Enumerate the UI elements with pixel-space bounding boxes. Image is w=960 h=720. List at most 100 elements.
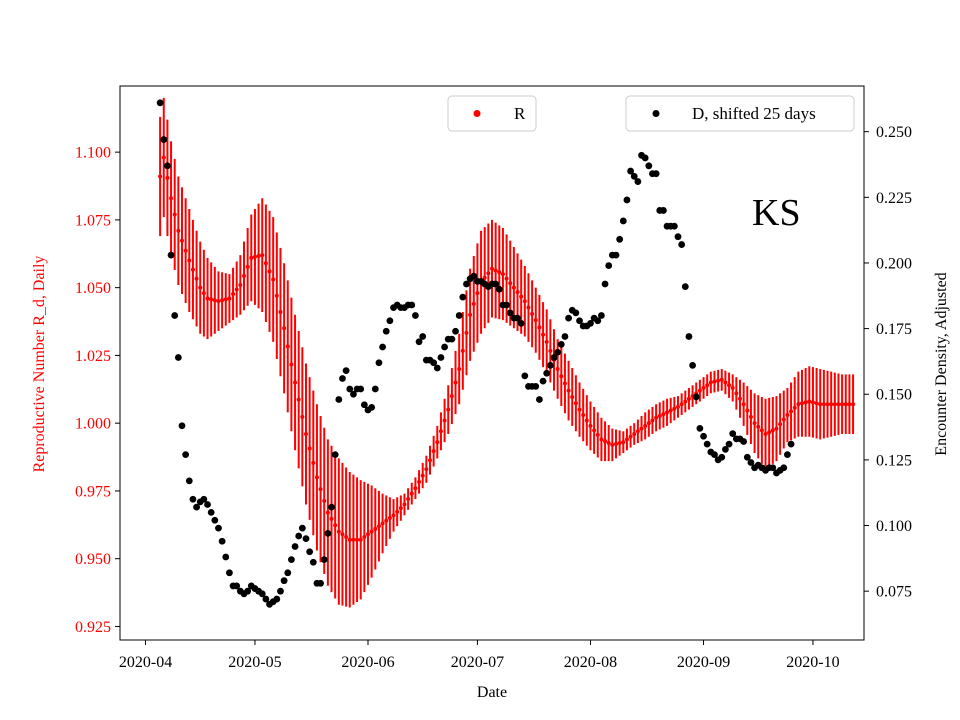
y-right-tick-label: 0.250 — [876, 124, 912, 141]
x-axis: 2020-04 2020-05 2020-06 2020-07 2020-08 2020-… — [119, 640, 840, 671]
r-point — [333, 523, 338, 528]
d-point — [769, 464, 777, 472]
d-point — [295, 532, 303, 540]
r-point — [169, 196, 174, 201]
y-axis-right: 0.075 0.100 0.125 0.150 0.175 0.200 0.225 0.250 — [864, 124, 912, 601]
d-point — [200, 495, 208, 503]
r-point — [190, 267, 195, 272]
r-point — [555, 366, 560, 371]
d-point — [674, 233, 682, 241]
d-point — [514, 314, 521, 322]
r-point — [366, 532, 370, 537]
r-point — [519, 294, 524, 299]
d-point — [164, 162, 171, 170]
d-point — [262, 595, 270, 603]
state-label: KS — [752, 192, 801, 234]
legend-r-marker — [473, 110, 481, 117]
d-point — [415, 338, 423, 346]
r-point — [493, 268, 498, 273]
r-point — [716, 378, 721, 383]
d-point — [288, 556, 295, 564]
r-point — [289, 362, 294, 367]
legend-r-box — [447, 95, 537, 132]
d-point — [598, 312, 605, 319]
d-point — [258, 590, 266, 598]
r-point — [387, 516, 392, 521]
r-point — [380, 521, 385, 526]
plot-frame — [119, 85, 865, 641]
d-point — [729, 430, 737, 438]
r-point — [643, 423, 648, 428]
d-point — [360, 401, 368, 409]
x-tick-label: 2020-10 — [786, 654, 839, 671]
d-point — [273, 595, 281, 603]
r-point — [471, 301, 476, 306]
r-point — [621, 440, 626, 445]
r-point — [355, 537, 360, 542]
d-point — [641, 154, 649, 162]
d-point — [174, 354, 182, 361]
d-series-layer — [156, 99, 795, 608]
d-point — [302, 535, 310, 543]
d-point — [386, 317, 394, 325]
x-tick-label: 2020-04 — [119, 654, 172, 671]
r-point — [785, 413, 790, 418]
d-point — [532, 382, 540, 390]
y-left-tick-label: 1.050 — [75, 280, 111, 297]
d-point — [576, 317, 583, 325]
r-point — [238, 282, 243, 287]
r-point — [530, 311, 535, 316]
r-point — [657, 413, 662, 418]
r-point — [278, 310, 283, 315]
r-point — [300, 414, 305, 419]
y-right-tick-label: 0.150 — [876, 387, 912, 404]
r-point — [198, 285, 203, 290]
r-point — [424, 467, 429, 472]
d-point — [335, 396, 343, 403]
d-point — [222, 553, 230, 561]
r-point — [245, 264, 250, 269]
r-point — [511, 285, 516, 290]
r-point — [661, 412, 666, 417]
d-point — [725, 440, 733, 448]
r-point — [508, 281, 513, 286]
d-point — [703, 440, 711, 448]
y-axis-left: 0.925 0.950 0.975 1.000 1.025 1.050 1.075 1.100 — [75, 145, 120, 636]
d-point — [506, 309, 514, 317]
y-left-tick-label: 1.075 — [75, 212, 111, 229]
y-right-tick-label: 0.225 — [876, 190, 912, 207]
d-point — [459, 293, 467, 301]
d-point — [470, 272, 478, 280]
r-point — [544, 339, 549, 344]
y-left-tick-label: 0.925 — [75, 619, 111, 636]
r-point — [541, 332, 546, 337]
r-point — [460, 348, 465, 353]
r-point — [606, 441, 611, 446]
r-point — [351, 537, 356, 542]
y-right-tick-label: 0.100 — [876, 518, 912, 535]
d-point — [346, 385, 354, 393]
r-point — [763, 432, 768, 437]
r-point — [252, 254, 257, 259]
r-point — [293, 380, 298, 385]
d-point — [517, 319, 525, 327]
d-point — [623, 196, 631, 204]
r-point — [646, 421, 651, 426]
d-point — [594, 317, 602, 325]
y-axis-left-label: Reproductive Number R_d, Daily — [31, 256, 48, 473]
r-point — [533, 318, 538, 323]
d-point — [681, 283, 689, 290]
r-point — [573, 401, 578, 406]
r-point — [829, 402, 834, 407]
d-point — [700, 432, 707, 440]
d-point — [612, 251, 620, 259]
d-point — [554, 348, 562, 356]
legend-d: D, shifted 25 days — [625, 95, 855, 132]
d-point — [193, 503, 200, 511]
r-point — [482, 275, 487, 280]
r-point — [610, 442, 615, 447]
r-point — [603, 439, 608, 444]
r-point — [187, 258, 192, 263]
d-point — [218, 537, 226, 545]
d-point — [601, 280, 609, 288]
